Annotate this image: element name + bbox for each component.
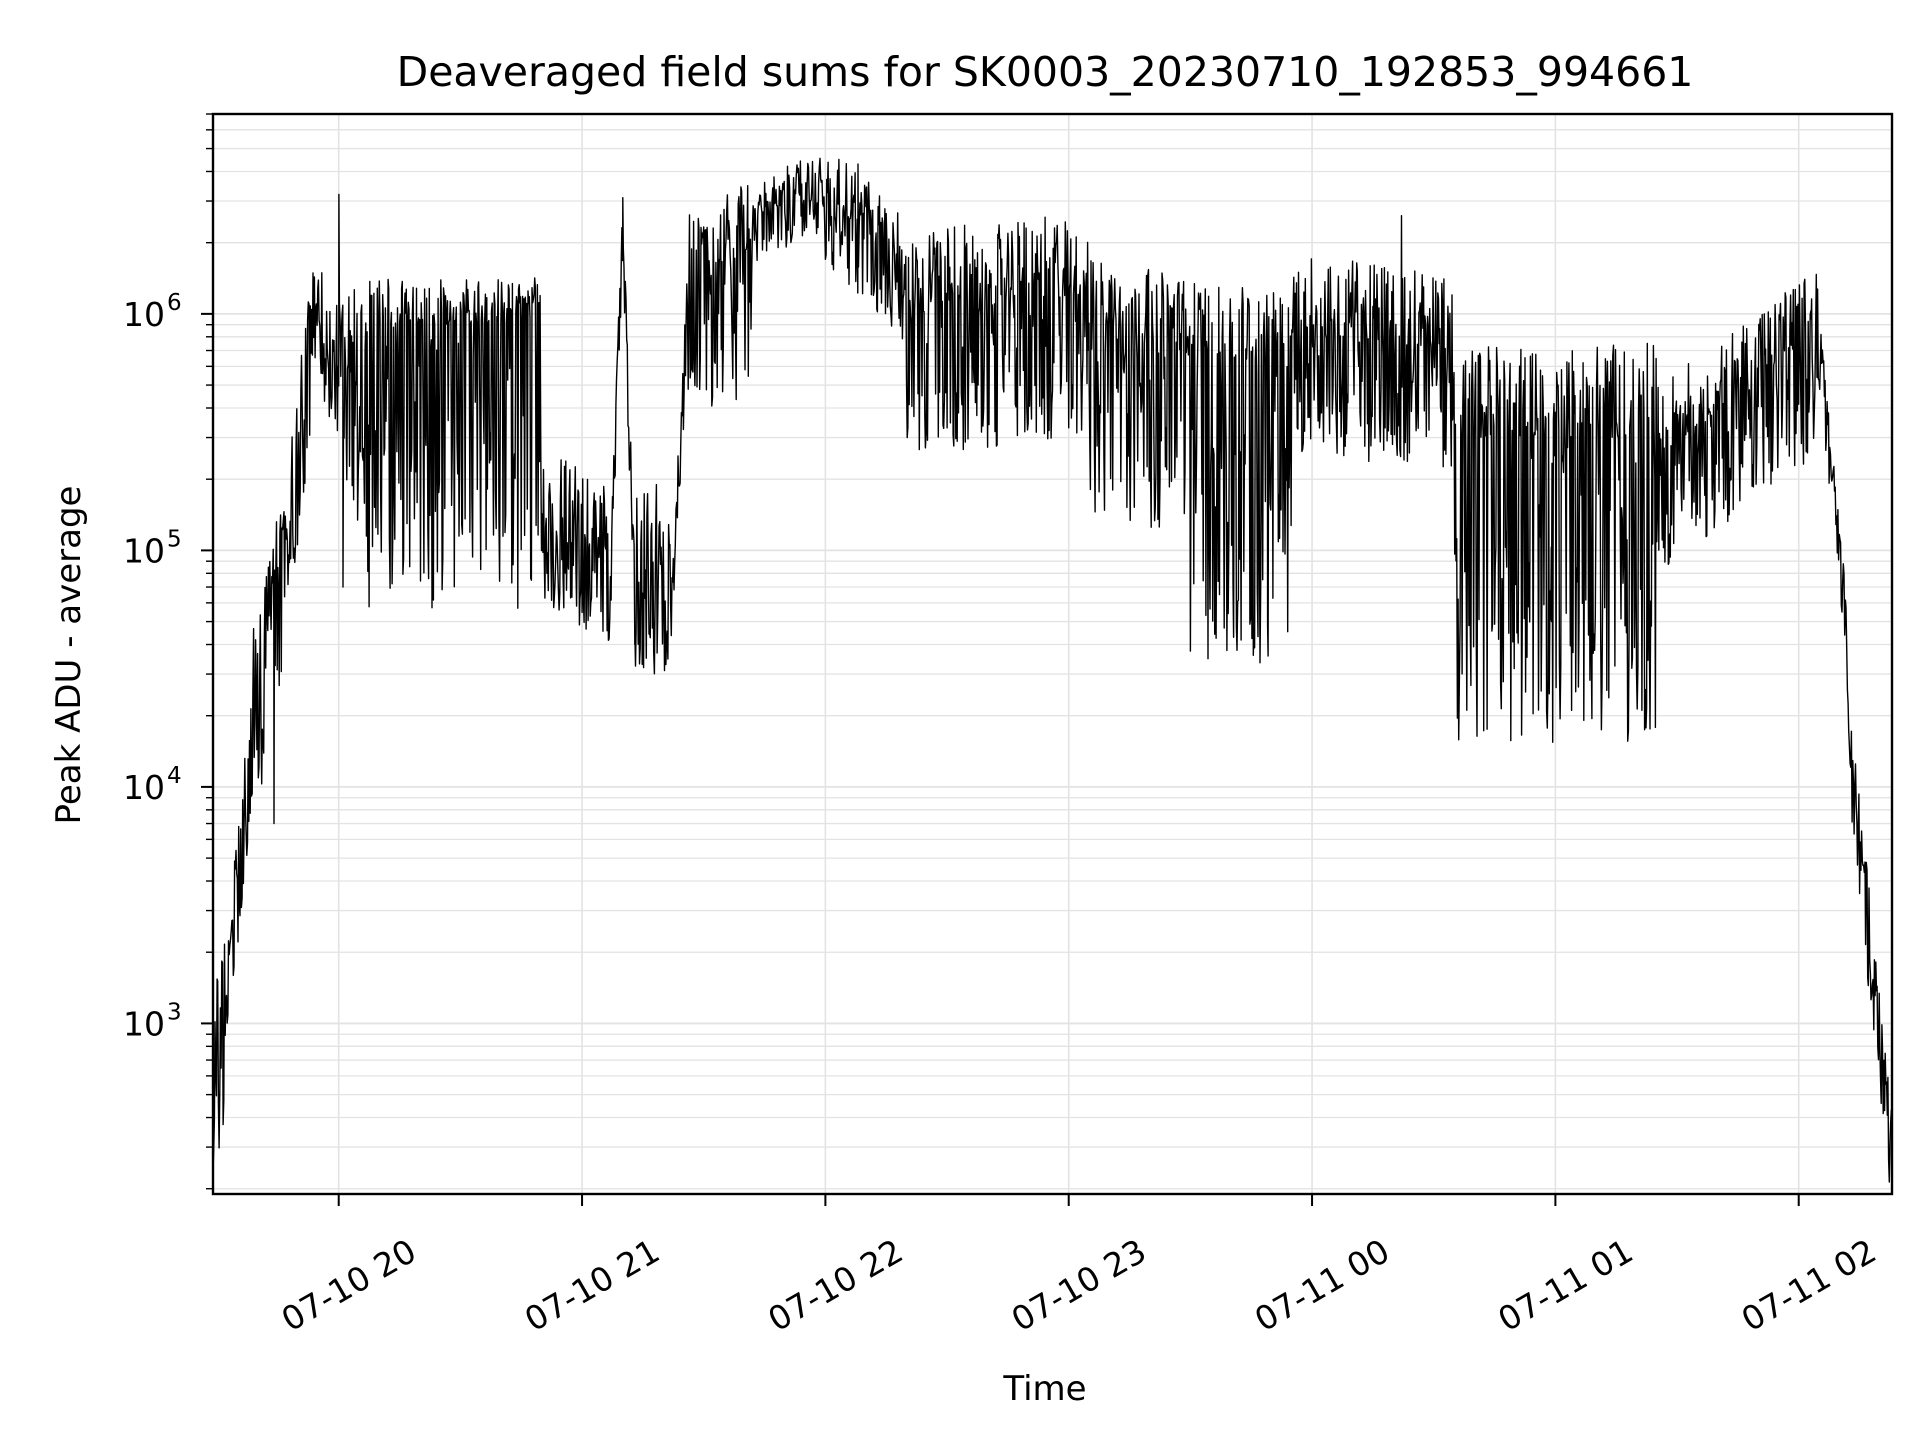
y-tick-label: 10 xyxy=(123,1004,165,1043)
y-tick-label: 10 xyxy=(123,768,165,807)
y-tick-label: 10 xyxy=(123,295,165,334)
y-tick-exponent: 6 xyxy=(167,290,182,316)
y-tick-label: 10 xyxy=(123,531,165,570)
y-tick-exponent: 5 xyxy=(167,526,182,552)
series-layer xyxy=(212,157,1893,1183)
x-axis-label: Time xyxy=(1002,1369,1086,1409)
chart-title: Deaveraged field sums for SK0003_2023071… xyxy=(397,48,1694,96)
y-tick-exponent: 3 xyxy=(167,999,182,1025)
y-axis-label: Peak ADU - average xyxy=(49,486,89,825)
plot-area-frame xyxy=(211,112,1894,1196)
y-tick-exponent: 4 xyxy=(167,763,182,789)
series-line xyxy=(212,157,1893,1183)
